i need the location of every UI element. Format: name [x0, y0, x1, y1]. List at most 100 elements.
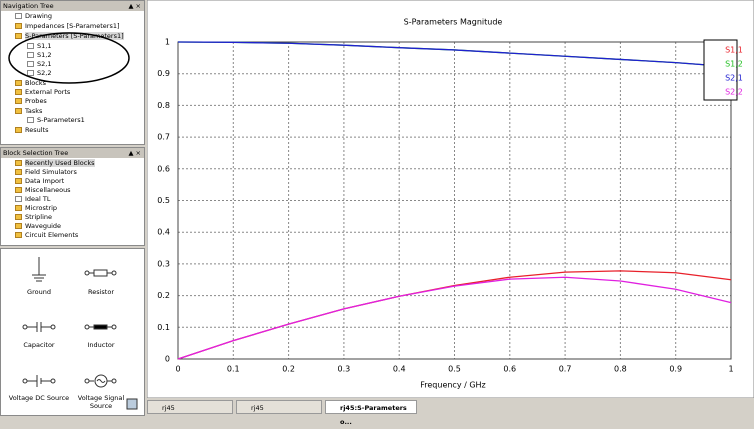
block-panel: Block Selection Tree ▲ × Recently Used Bl… — [0, 147, 145, 246]
tab-label[interactable]: rj45 — [162, 404, 175, 412]
task-tab[interactable]: rj45:S-Parameters o... — [325, 400, 417, 426]
item-label[interactable]: External Ports — [25, 88, 71, 96]
y-tick-label: 0.5 — [157, 196, 170, 205]
tree-item[interactable]: Ideal TL — [15, 195, 51, 204]
item-label[interactable]: S-Parameters [S-Parameters1] — [25, 32, 124, 40]
tree-item[interactable]: Miscellaneous — [15, 186, 71, 195]
item-label[interactable]: Recently Used Blocks — [25, 159, 95, 167]
task-tab[interactable]: rj45 — [236, 400, 322, 414]
item-label[interactable]: Blocks — [25, 79, 46, 87]
tree-item[interactable]: Microstrip — [15, 204, 57, 213]
item-label[interactable]: Results — [25, 126, 49, 134]
tree-item[interactable]: Waveguide — [15, 222, 61, 231]
series-line — [177, 41, 732, 68]
tree-item[interactable]: Drawing — [15, 12, 52, 21]
panel-title: Navigation Tree — [3, 2, 54, 10]
annotation — [8, 32, 130, 84]
item-label[interactable]: Data Import — [25, 177, 65, 185]
tree-item[interactable]: Stripline — [15, 213, 52, 222]
palette-label[interactable]: Voltage DC Source — [8, 394, 70, 402]
item-label[interactable]: S-Parameters1 — [37, 116, 85, 124]
item-label[interactable]: Waveguide — [25, 222, 62, 230]
tree-item[interactable]: Circuit Elements — [15, 231, 78, 240]
y-tick-label: 0.8 — [157, 101, 170, 110]
navigation-panel: Navigation Tree ▲ × Drawing Impedances [S… — [0, 0, 145, 145]
tree-item[interactable]: S1,1 — [27, 42, 51, 51]
tree-item[interactable]: Recently Used Blocks — [15, 159, 95, 168]
tree-item[interactable]: Blocks — [15, 79, 46, 88]
item-label[interactable]: Ideal TL — [25, 195, 51, 203]
tab-label[interactable]: rj45 — [251, 404, 264, 412]
tree-item[interactable]: S-Parameters1 — [27, 116, 85, 125]
x-tick-label: 0.7 — [559, 365, 572, 374]
y-tick-label: 0.6 — [157, 164, 170, 173]
y-tick-label: 0.1 — [157, 323, 170, 332]
item-label[interactable]: S1,1 — [37, 42, 52, 50]
palette-label[interactable]: Ground — [27, 288, 51, 296]
x-tick-label: 0.5 — [448, 365, 461, 374]
x-tick-label: 0 — [175, 365, 180, 374]
plot-frame — [177, 41, 732, 360]
tree-item[interactable]: Results — [15, 126, 48, 135]
panel-title: Block Selection Tree — [3, 149, 69, 157]
item-label[interactable]: Tasks — [25, 107, 43, 115]
item-label[interactable]: Field Simulators — [25, 168, 77, 176]
y-tick-label: 0.4 — [157, 228, 170, 237]
y-tick-label: 0.7 — [157, 133, 170, 142]
x-tick-label: 0.3 — [338, 365, 351, 374]
tree-item[interactable]: S2,2 — [27, 69, 51, 78]
palette-label[interactable]: Capacitor — [23, 341, 55, 349]
palette-label[interactable]: Inductor — [87, 341, 115, 349]
item-label[interactable]: Impedances [S-Parameters1] — [25, 22, 120, 30]
item-label[interactable]: Circuit Elements — [25, 231, 79, 239]
panel-header: Block Selection Tree ▲ × — [1, 148, 144, 158]
x-tick-label: 0.9 — [669, 365, 682, 374]
panel-header: Navigation Tree ▲ × — [1, 1, 144, 11]
x-tick-label: 0.6 — [503, 365, 516, 374]
tree-item[interactable]: S-Parameters [S-Parameters1] — [15, 32, 124, 41]
x-tick-label: 0.2 — [282, 365, 295, 374]
item-label[interactable]: S1,2 — [37, 51, 52, 59]
tree-item[interactable]: Tasks — [15, 107, 42, 116]
tree-item[interactable]: Field Simulators — [15, 168, 77, 177]
y-tick-label: 0.9 — [157, 69, 170, 78]
legend-label: S2,2 — [725, 88, 743, 97]
series-line — [177, 276, 732, 360]
item-label[interactable]: S2,1 — [37, 60, 52, 68]
palette-panel: Ground Resistor Capacitor Inductor Volta… — [0, 248, 145, 416]
legend-label: S1,1 — [725, 46, 743, 55]
item-label[interactable]: Probes — [25, 97, 47, 105]
item-label[interactable]: Microstrip — [25, 204, 58, 212]
y-tick-label: 0 — [165, 355, 170, 364]
legend-label: S2,1 — [725, 74, 743, 83]
x-tick-label: 0.1 — [227, 365, 240, 374]
tab-label[interactable]: rj45:S-Parameters o... — [340, 404, 407, 426]
palette-icons — [22, 257, 138, 410]
item-label[interactable]: S2,2 — [37, 69, 52, 77]
x-tick-label: 0.8 — [614, 365, 627, 374]
y-tick-label: 0.2 — [157, 291, 170, 300]
palette-label[interactable]: Resistor — [88, 288, 114, 296]
item-label[interactable]: Stripline — [25, 213, 53, 221]
x-axis-label: Frequency / GHz — [420, 381, 486, 390]
legend-label: S1,2 — [725, 60, 743, 69]
chart-background — [147, 0, 754, 398]
y-tick-label: 0.3 — [157, 259, 170, 268]
tree-item[interactable]: S1,2 — [27, 51, 51, 60]
task-tab[interactable]: rj45 — [147, 400, 233, 414]
y-tick-label: 1 — [165, 38, 170, 47]
item-label[interactable]: Miscellaneous — [25, 186, 71, 194]
legend — [703, 39, 738, 101]
palette-label[interactable]: Voltage Signal Source — [77, 394, 125, 410]
tree-item[interactable]: Data Import — [15, 177, 64, 186]
chart: S-Parameters Magnitude Frequency / GHz 0… — [147, 0, 754, 398]
chart-title: S-Parameters Magnitude — [404, 18, 503, 27]
x-tick-label: 0.4 — [393, 365, 406, 374]
item-label[interactable]: Drawing — [25, 12, 53, 20]
tree-item[interactable]: S2,1 — [27, 60, 51, 69]
x-tick-label: 1 — [728, 365, 733, 374]
tree-item[interactable]: External Ports — [15, 88, 70, 97]
tree-item[interactable]: Impedances [S-Parameters1] — [15, 22, 120, 31]
tree-item[interactable]: Probes — [15, 97, 47, 106]
